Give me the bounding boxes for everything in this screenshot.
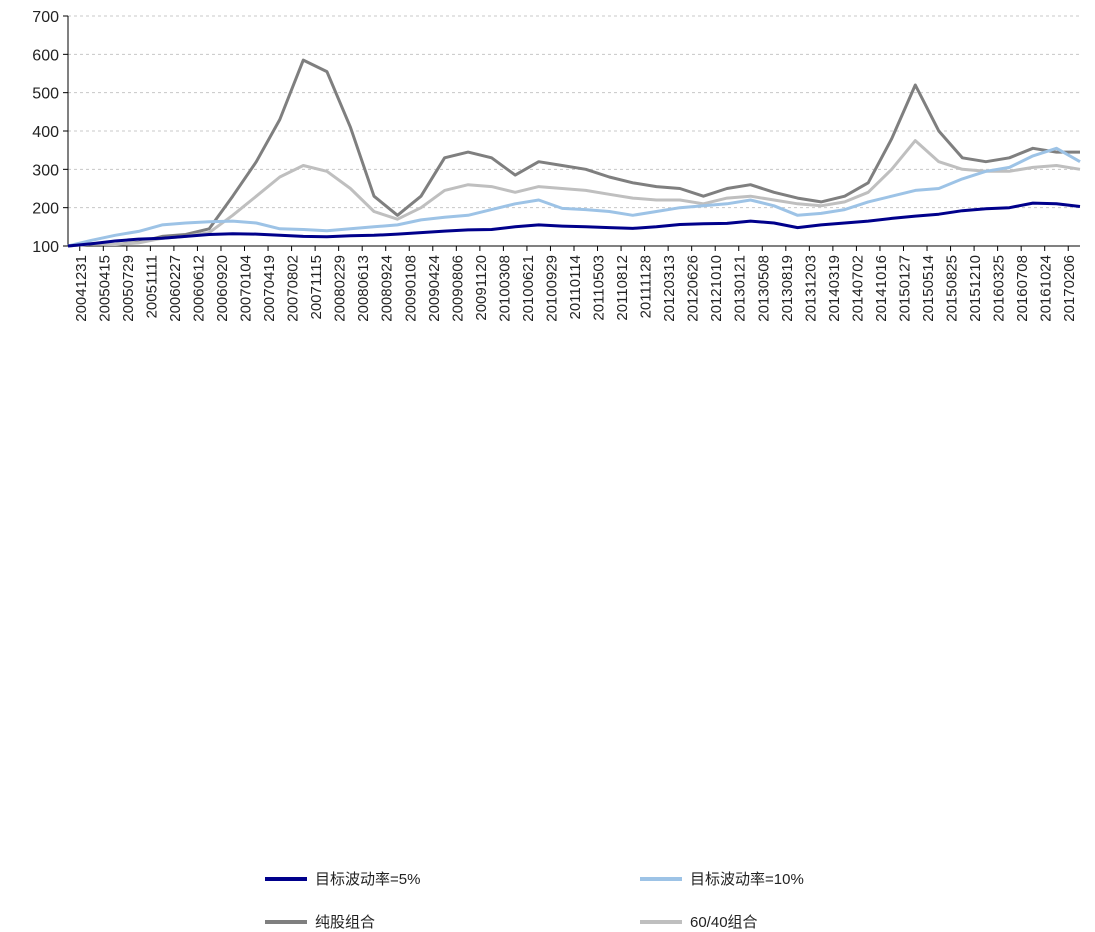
- x-tick-label: 20070419: [261, 255, 278, 322]
- y-tick-label: 600: [32, 47, 59, 64]
- legend-item-equity: 纯股组合: [265, 911, 375, 932]
- y-tick-label: 500: [32, 86, 59, 103]
- x-tick-label: 20151210: [967, 255, 984, 322]
- x-tick-label: 20100929: [543, 255, 560, 322]
- x-tick-label: 20131203: [802, 255, 819, 322]
- x-tick-label: 20080613: [355, 255, 372, 322]
- series-group: [67, 58, 1081, 248]
- x-tick-label: 20071115: [308, 255, 325, 320]
- y-axis: 100 200 300 400 500 600 700: [32, 9, 69, 256]
- y-tick-label: 200: [32, 201, 59, 218]
- x-tick-label: 20160708: [1014, 255, 1031, 322]
- x-tick-label: 20170206: [1061, 255, 1078, 322]
- x-tick-label: 20140702: [849, 255, 866, 322]
- x-tick-label: 20140319: [826, 255, 843, 322]
- x-tick-label: 20120626: [685, 255, 702, 322]
- legend-swatch-vol10: [640, 876, 682, 881]
- x-tick-label: 20080229: [332, 255, 349, 322]
- legend-swatch-equity: [265, 919, 307, 924]
- series-line-2: [67, 58, 1080, 248]
- x-tick-label: 20070802: [285, 255, 302, 322]
- x-tick-label: 20120313: [661, 255, 678, 322]
- y-tick-label: 700: [32, 9, 59, 26]
- x-tick-label: 20130508: [755, 255, 772, 322]
- x-tick-label: 20070104: [238, 255, 255, 322]
- y-tick-label: 300: [32, 162, 59, 179]
- x-tick-label: 20160325: [991, 255, 1008, 322]
- legend-swatch-vol5: [265, 876, 307, 881]
- x-tick-label: 20050415: [96, 255, 113, 322]
- x-tick-label: 20091120: [473, 255, 490, 321]
- legend-item-6040: 60/40组合: [640, 911, 758, 932]
- x-tick-label: 20110114: [567, 255, 584, 320]
- x-tick-label: 20041231: [73, 255, 90, 322]
- x-tick-label: 20111128: [638, 255, 655, 318]
- x-tick-label: 20110812: [614, 255, 631, 321]
- x-tick-label: 20090108: [402, 255, 419, 322]
- legend-label-equity: 纯股组合: [315, 914, 376, 931]
- series-line-1: [67, 146, 1081, 248]
- x-tick-label: 20050729: [120, 255, 137, 322]
- y-tick-label: 100: [32, 239, 59, 256]
- x-tick-label: 20130121: [732, 255, 749, 322]
- x-tick-label: 20051111: [143, 255, 160, 318]
- x-axis: 20041231 20050415 20050729 20051111 20060227…: [68, 245, 1080, 322]
- x-tick-label: 20150825: [944, 255, 961, 322]
- legend-item-vol5: 目标波动率=5%: [265, 868, 420, 889]
- legend-item-vol10: 目标波动率=10%: [640, 868, 804, 889]
- x-tick-label: 20090806: [449, 255, 466, 322]
- x-tick-label: 20110503: [591, 255, 608, 321]
- x-tick-label: 20100621: [520, 255, 537, 322]
- y-tick-label: 400: [32, 124, 59, 141]
- chart-container: 100 200 300 400 500 600 700 20041231 20050415 20…: [32, 9, 1081, 931]
- legend-label-vol10: 目标波动率=10%: [690, 871, 804, 888]
- x-tick-label: 20090424: [426, 255, 443, 322]
- x-tick-label: 20100308: [496, 255, 513, 322]
- x-tick-label: 20121010: [708, 255, 725, 322]
- x-tick-label: 20150514: [920, 255, 937, 322]
- x-tick-label: 20060612: [190, 255, 207, 322]
- x-tick-label: 20161024: [1038, 255, 1055, 322]
- legend-swatch-6040: [640, 919, 682, 924]
- series-line-3: [67, 139, 1081, 248]
- x-tick-label: 20060227: [167, 255, 184, 322]
- x-tick-label: 20080924: [379, 255, 396, 322]
- legend-label-vol5: 目标波动率=5%: [315, 871, 421, 888]
- series-line-0: [67, 201, 1081, 248]
- x-tick-label: 20141016: [873, 255, 890, 322]
- x-tick-label: 20130819: [779, 255, 796, 322]
- legend-label-6040: 60/40组合: [690, 914, 758, 931]
- x-tick-label: 20060920: [214, 255, 231, 322]
- x-tick-label: 20150127: [896, 255, 913, 322]
